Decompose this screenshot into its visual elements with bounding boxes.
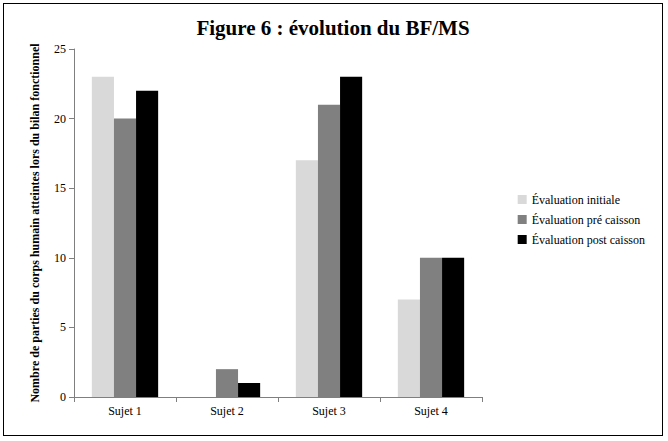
- svg-text:0: 0: [60, 390, 66, 404]
- svg-text:20: 20: [54, 112, 66, 126]
- svg-text:Figure 6 : évolution du BF/MS: Figure 6 : évolution du BF/MS: [196, 16, 469, 40]
- svg-text:Sujet 2: Sujet 2: [210, 404, 244, 418]
- svg-text:Nombre de parties du corps hum: Nombre de parties du corps humain attein…: [28, 43, 42, 403]
- svg-text:10: 10: [54, 251, 66, 265]
- svg-text:Évaluation post caisson: Évaluation post caisson: [532, 233, 645, 247]
- svg-text:Sujet 3: Sujet 3: [312, 404, 346, 418]
- svg-text:25: 25: [54, 42, 66, 56]
- svg-text:5: 5: [60, 320, 66, 334]
- svg-text:Évaluation pré caisson: Évaluation pré caisson: [532, 213, 641, 227]
- svg-text:15: 15: [54, 181, 66, 195]
- svg-text:Évaluation initiale: Évaluation initiale: [532, 193, 620, 207]
- svg-text:Sujet 1: Sujet 1: [108, 404, 142, 418]
- svg-text:Sujet 4: Sujet 4: [414, 404, 448, 418]
